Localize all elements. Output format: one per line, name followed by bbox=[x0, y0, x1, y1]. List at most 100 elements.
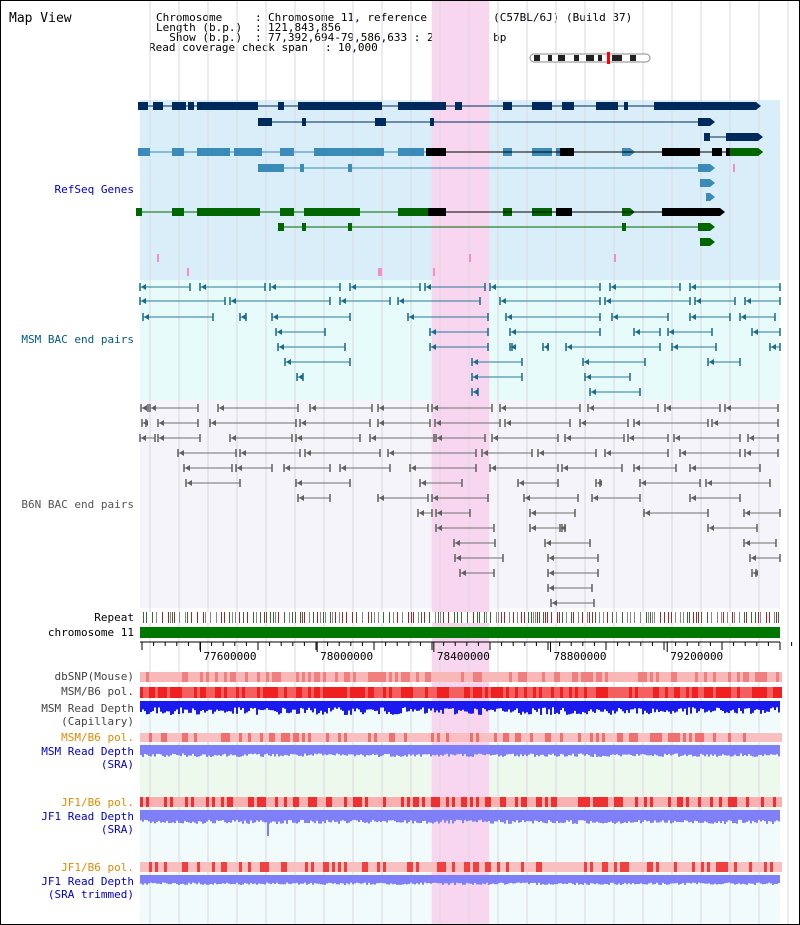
ideogram-band bbox=[548, 55, 552, 61]
heat-cell bbox=[611, 672, 614, 682]
heat-cell bbox=[698, 862, 701, 872]
depth-bar bbox=[224, 810, 226, 823]
depth-bar bbox=[418, 701, 420, 711]
heat-cell bbox=[266, 687, 269, 698]
depth-bar bbox=[778, 701, 780, 713]
msm-bac-track[interactable] bbox=[139, 283, 781, 396]
heat-cell bbox=[725, 733, 728, 742]
depth-bar bbox=[478, 810, 480, 821]
repeat-mark bbox=[587, 612, 588, 623]
depth-bar bbox=[294, 875, 296, 884]
depth-bar bbox=[400, 810, 402, 823]
heat-cell bbox=[323, 672, 326, 682]
heat-cell bbox=[224, 733, 227, 742]
heat-cell bbox=[464, 862, 467, 872]
heat-cell bbox=[281, 672, 284, 682]
gene-exon bbox=[698, 118, 710, 126]
depth-bar bbox=[290, 810, 292, 821]
heat-cell bbox=[524, 672, 527, 682]
depth-bar bbox=[424, 810, 426, 821]
heat-cell bbox=[740, 797, 743, 807]
heat-cell bbox=[371, 687, 374, 698]
heat-cell bbox=[614, 797, 617, 807]
depth-bar bbox=[304, 745, 306, 754]
depth-bar bbox=[250, 745, 252, 754]
heat-cell bbox=[686, 862, 689, 872]
heat-cell bbox=[425, 733, 428, 742]
depth-bar bbox=[646, 745, 648, 756]
depth-bar bbox=[530, 701, 532, 715]
depth-bar bbox=[490, 875, 492, 885]
heat-cell bbox=[779, 733, 782, 742]
depth-bar bbox=[430, 745, 432, 757]
depth-bar bbox=[358, 810, 360, 822]
repeat-mark bbox=[438, 612, 439, 623]
heat-cell bbox=[713, 862, 716, 872]
repeat-mark bbox=[650, 612, 651, 623]
depth-bar bbox=[656, 701, 658, 710]
heat-cell bbox=[497, 672, 500, 682]
repeat-mark bbox=[727, 612, 728, 623]
depth-bar bbox=[204, 875, 206, 884]
depth-bar bbox=[728, 701, 730, 714]
heat-cell bbox=[638, 862, 641, 872]
depth-bar bbox=[386, 745, 388, 755]
depth-bar bbox=[398, 810, 400, 823]
repeat-mark bbox=[339, 612, 340, 623]
depth-bar bbox=[192, 810, 194, 822]
bac-arrow bbox=[461, 570, 466, 576]
depth-bar bbox=[170, 875, 172, 884]
depth-bar bbox=[586, 745, 588, 755]
heat-cell bbox=[299, 672, 302, 682]
depth-bar bbox=[606, 745, 608, 757]
bac-arrow bbox=[389, 450, 394, 456]
heat-cell bbox=[584, 733, 587, 742]
depth-bar bbox=[238, 810, 240, 823]
depth-bar bbox=[540, 875, 542, 885]
depth-bar bbox=[290, 875, 292, 885]
depth-bar bbox=[340, 745, 342, 756]
heat-cell bbox=[299, 862, 302, 872]
depth-bar bbox=[660, 701, 662, 711]
depth-bar bbox=[538, 701, 540, 709]
depth-bar bbox=[370, 810, 372, 822]
heat-cell bbox=[464, 672, 467, 682]
depth-bar bbox=[444, 810, 446, 823]
refseq-genes-track[interactable] bbox=[136, 102, 763, 276]
depth-bar bbox=[636, 810, 638, 823]
depth-bar bbox=[552, 745, 554, 754]
depth-bar bbox=[704, 810, 706, 822]
heat-cell bbox=[476, 797, 479, 807]
heat-cell bbox=[149, 733, 152, 742]
heat-cell bbox=[695, 733, 698, 742]
bac-arrow bbox=[635, 329, 640, 335]
heat-cell bbox=[419, 862, 422, 872]
heat-cell bbox=[260, 797, 263, 807]
heat-cell bbox=[638, 797, 641, 807]
bac-arrow bbox=[593, 495, 598, 501]
depth-bar bbox=[230, 701, 232, 712]
heat-cell bbox=[203, 687, 206, 698]
heat-cell bbox=[182, 862, 185, 872]
depth-bar bbox=[232, 745, 234, 756]
depth-bar bbox=[690, 810, 692, 822]
repeat-mark bbox=[473, 612, 474, 623]
heat-cell bbox=[407, 797, 410, 807]
depth-bar bbox=[306, 701, 308, 710]
depth-bar bbox=[774, 745, 776, 755]
depth-bar bbox=[692, 701, 694, 708]
b6n-bac-track[interactable] bbox=[139, 404, 781, 607]
repeat-mark bbox=[479, 612, 480, 623]
heat-cell bbox=[734, 733, 737, 742]
bac-arrow bbox=[231, 435, 236, 441]
heat-cell bbox=[374, 862, 377, 872]
heat-cell bbox=[461, 797, 464, 807]
repeat-mark bbox=[680, 612, 681, 623]
chromosome-ideogram[interactable] bbox=[529, 52, 651, 64]
heat-cell bbox=[308, 672, 311, 682]
depth-bar bbox=[530, 745, 532, 754]
heat-cell bbox=[239, 862, 242, 872]
heat-cell bbox=[539, 733, 542, 742]
depth-bar bbox=[634, 875, 636, 885]
